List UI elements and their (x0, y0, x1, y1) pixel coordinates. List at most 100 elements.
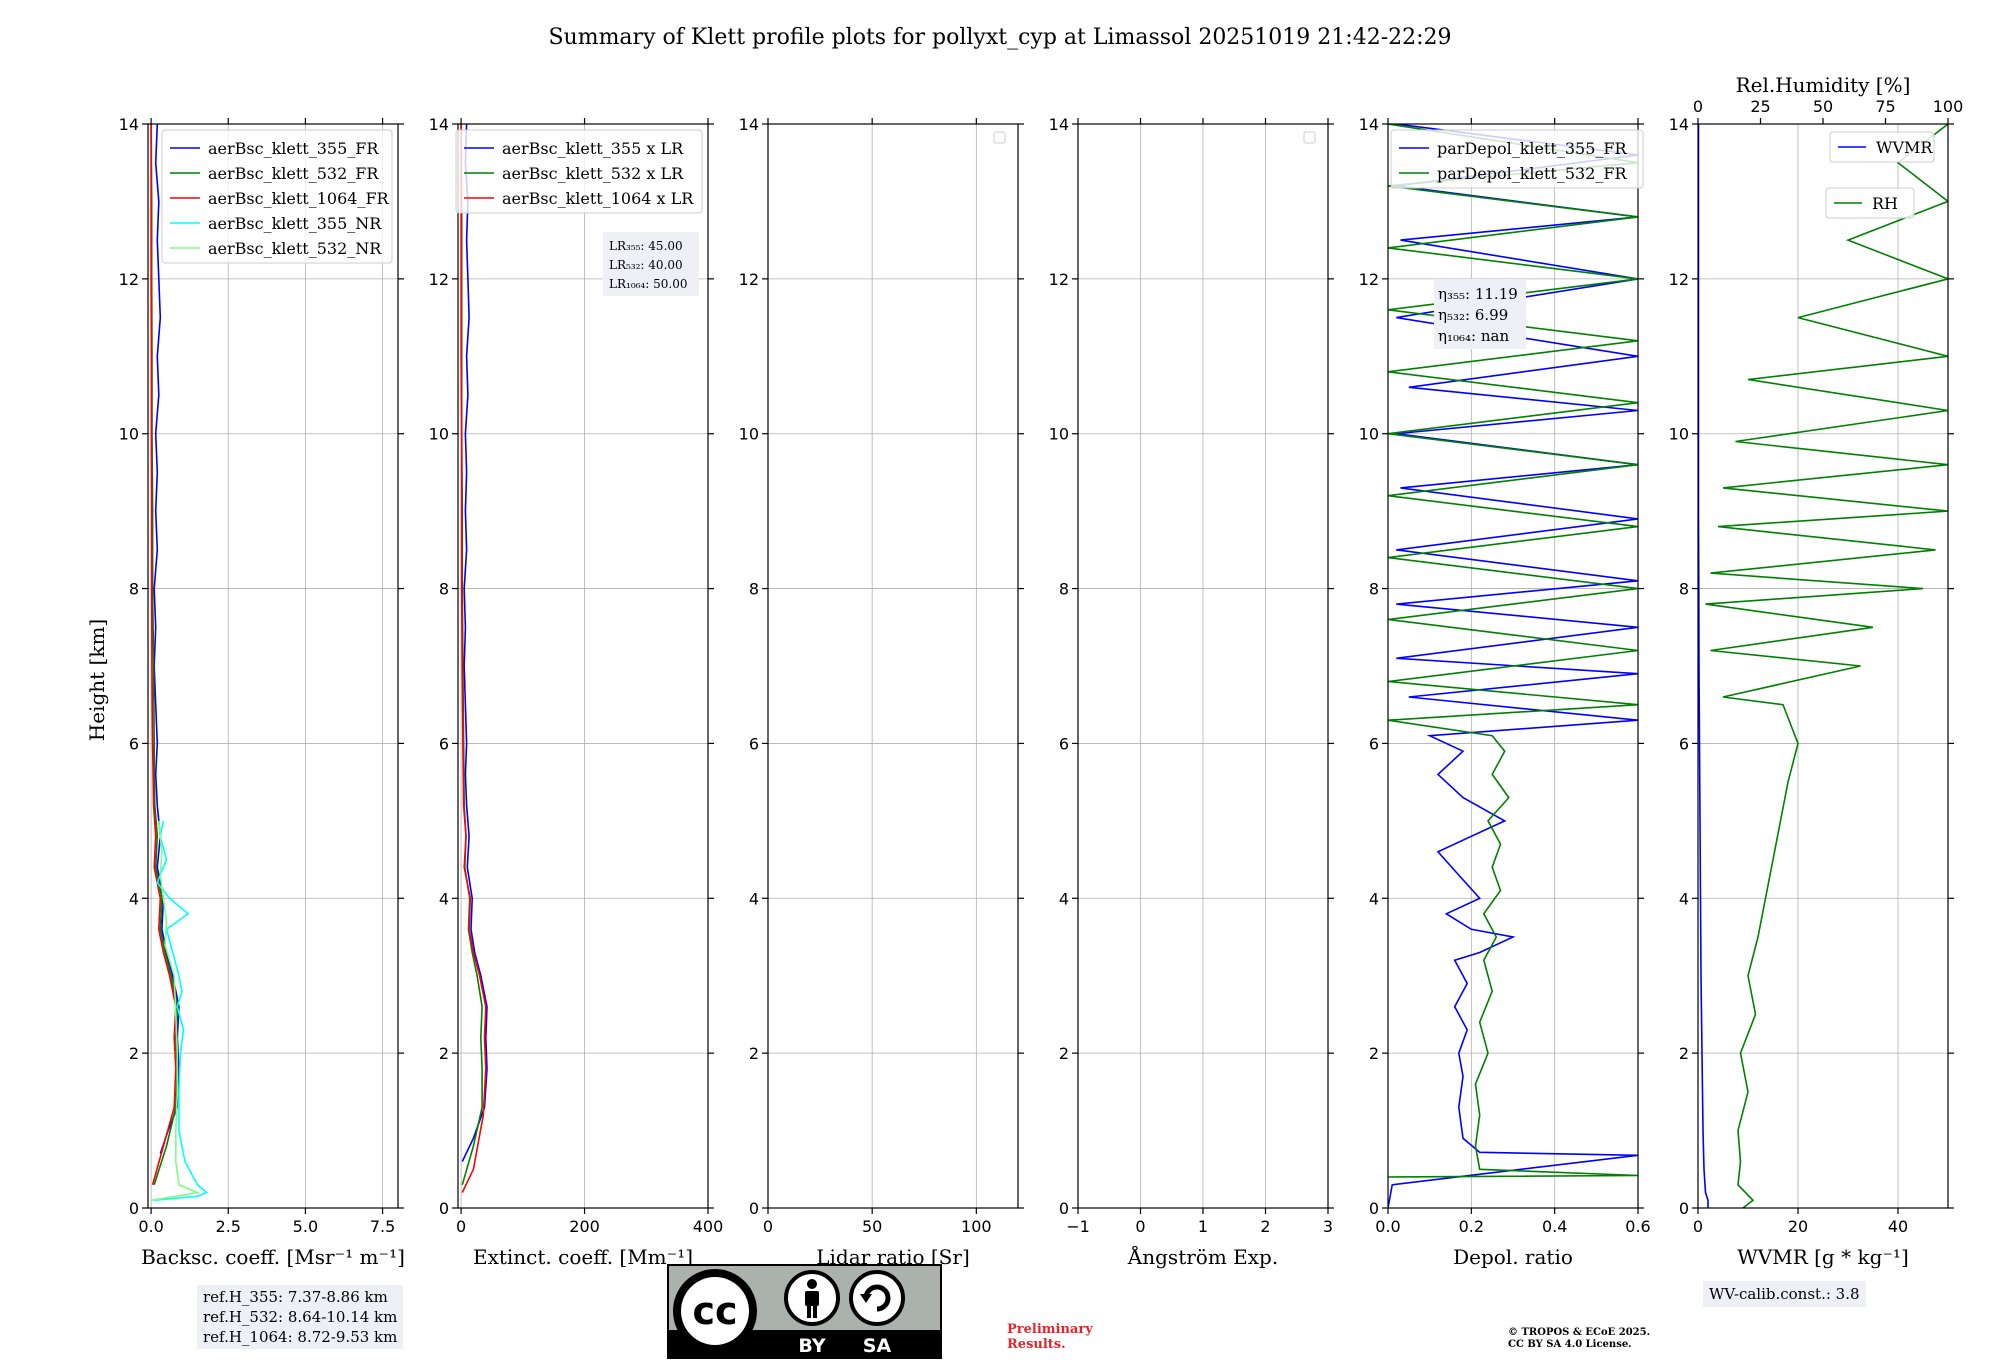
series-line-WVMR (1698, 124, 1709, 1208)
y-tick-label: 14 (429, 115, 449, 134)
person-icon (784, 1270, 840, 1326)
legend-label: aerBsc_klett_355 x LR (502, 139, 684, 158)
annotation-box (603, 232, 699, 296)
lidar-ratio-annotation: LR₃₅₅: 45.00 LR₅₃₂: 40.00 LR₁₀₆₄: 50.00 (603, 232, 699, 296)
y-tick-label: 2 (1369, 1044, 1379, 1063)
y-tick-label: 0 (1369, 1199, 1379, 1218)
x2-tick-label: 75 (1875, 97, 1895, 116)
y-tick-label: 6 (129, 734, 139, 753)
y-tick-label: 4 (1059, 889, 1069, 908)
y-tick-label: 12 (1359, 270, 1379, 289)
x-tick-label: 200 (569, 1217, 600, 1236)
y-tick-label: 14 (1049, 115, 1069, 134)
y-tick-label: 2 (129, 1044, 139, 1063)
series-line-aerBsc_klett_1064_FR (150, 124, 177, 1186)
x-tick-label: 3 (1323, 1217, 1333, 1236)
y-tick-label: 12 (1669, 270, 1689, 289)
share-alike-icon (849, 1270, 905, 1326)
x-tick-label: 0.4 (1542, 1217, 1567, 1236)
lidar-ratio-label: LR₁₀₆₄: 50.00 (609, 277, 687, 291)
x-tick-label: 0 (456, 1217, 466, 1236)
y-tick-label: 14 (1669, 115, 1689, 134)
wv-calibration-text: WV-calib.const.: 3.8 (1709, 1285, 1860, 1303)
x-tick-label: 50 (862, 1217, 882, 1236)
eta-label: η₁₀₆₄: nan (1438, 327, 1509, 345)
axes-frame (1387, 123, 1639, 1209)
y-tick-label: 6 (1059, 734, 1069, 753)
legend-box (1390, 129, 1644, 189)
x-tick-label: 0.0 (138, 1217, 163, 1236)
x-tick-label: 0 (1135, 1217, 1145, 1236)
x-tick-label: 1 (1198, 1217, 1208, 1236)
x-tick-label: 0.2 (1459, 1217, 1484, 1236)
y-tick-label: 8 (129, 580, 139, 599)
legend-label: aerBsc_klett_532_FR (208, 164, 379, 183)
y-tick-label: 8 (749, 580, 759, 599)
x-axis-label: WVMR [g * kg⁻¹] (1737, 1245, 1909, 1269)
legend-label: parDepol_klett_355_FR (1437, 139, 1628, 158)
axes-frame (767, 123, 1019, 1209)
y-tick-label: 14 (119, 115, 139, 134)
legend-label: aerBsc_klett_355_FR (208, 139, 379, 158)
x-axis-label: Depol. ratio (1453, 1245, 1573, 1269)
y-tick-label: 14 (1359, 115, 1379, 134)
y-tick-label: 8 (439, 580, 449, 599)
series-line-aerBsc_klett_355_FR (153, 124, 180, 1155)
y-tick-label: 10 (119, 425, 139, 444)
legend-box (1829, 131, 1935, 163)
legend: aerBsc_klett_355 x LR aerBsc_klett_532 x … (455, 129, 703, 214)
empty-legend (993, 131, 1006, 144)
series-line-parDepol_klett_532_FR (1388, 124, 1638, 1178)
x-tick-label: 20 (1788, 1217, 1808, 1236)
copyright-note: © TROPOS & ECoE 2025. CC BY SA 4.0 Licen… (1508, 1327, 1708, 1351)
x-tick-label: 100 (961, 1217, 992, 1236)
y-tick-label: 4 (439, 889, 449, 908)
legend-box (161, 129, 393, 264)
eta-label: η₃₅₅: 11.19 (1438, 285, 1518, 303)
x-tick-label: 5.0 (293, 1217, 318, 1236)
legend-label: aerBsc_klett_355_NR (208, 214, 382, 233)
y-tick-label: 12 (1049, 270, 1069, 289)
x2-tick-label: 50 (1813, 97, 1833, 116)
y-tick-label: 10 (1359, 425, 1379, 444)
y-tick-label: 12 (739, 270, 759, 289)
copyright-line-2: CC BY SA 4.0 License. (1508, 1339, 1632, 1350)
legend-label: aerBsc_klett_1064 x LR (502, 189, 694, 208)
y-tick-label: 0 (749, 1199, 759, 1218)
ref-height-1064: ref.H_1064: 8.72-9.53 km (203, 1328, 398, 1346)
figure-title: Summary of Klett profile plots for polly… (548, 25, 1451, 50)
cc-by-sa-badge: cc BY SA (667, 1264, 942, 1359)
y-tick-label: 6 (1679, 734, 1689, 753)
x-tick-label: 0 (763, 1217, 773, 1236)
ref-height-532: ref.H_532: 8.64-10.14 km (203, 1308, 398, 1326)
y-tick-label: 4 (749, 889, 759, 908)
y-tick-label: 4 (1369, 889, 1379, 908)
y-tick-label: 6 (1369, 734, 1379, 753)
legend-label: aerBsc_klett_1064_FR (208, 189, 390, 208)
legend-label: aerBsc_klett_532_NR (208, 239, 382, 258)
y-tick-label: 0 (1059, 1199, 1069, 1218)
legend-box (1825, 187, 1915, 219)
axes-frame (147, 123, 399, 1209)
x-tick-label: −1 (1066, 1217, 1090, 1236)
copyright-line-1: © TROPOS & ECoE 2025. (1508, 1327, 1651, 1338)
legend-label: aerBsc_klett_532 x LR (502, 164, 684, 183)
legend-WVMR: WVMR (1829, 131, 1935, 163)
series-line-aerBsc_klett_532_NR (150, 820, 201, 1202)
y-tick-label: 0 (129, 1199, 139, 1218)
y-tick-label: 14 (739, 115, 759, 134)
y-tick-label: 10 (429, 425, 449, 444)
legend-box (455, 129, 703, 214)
y-tick-label: 2 (749, 1044, 759, 1063)
legend-label: RH (1872, 194, 1898, 213)
eta-annotation: η₃₅₅: 11.19 η₅₃₂: 6.99 η₁₀₆₄: nan (1434, 279, 1526, 349)
y-tick-label: 12 (119, 270, 139, 289)
wv-calibration-box: WV-calib.const.: 3.8 (1703, 1281, 1866, 1307)
y-tick-label: 2 (1059, 1044, 1069, 1063)
x-axis-label: Extinct. coeff. [Mm⁻¹] (473, 1245, 693, 1269)
